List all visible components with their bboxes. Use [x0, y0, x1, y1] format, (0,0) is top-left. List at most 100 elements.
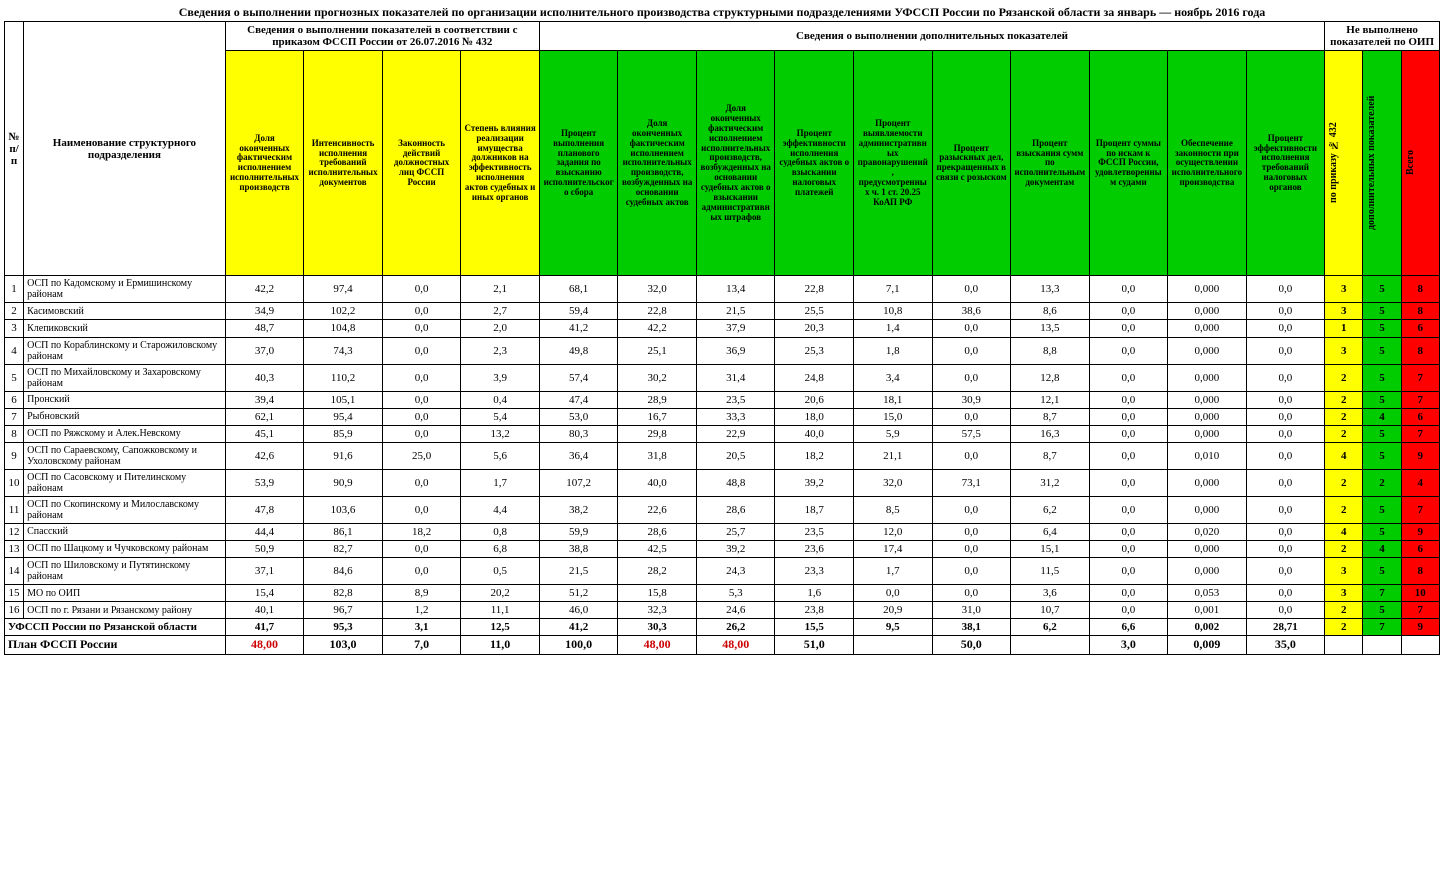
sum-cell: 9 [1401, 442, 1439, 469]
sum-cell: 2 [1325, 408, 1363, 425]
data-cell: 97,4 [304, 276, 383, 303]
data-cell: 84,6 [304, 558, 383, 585]
sum-cell: 2 [1325, 364, 1363, 391]
data-cell: 42,5 [618, 540, 697, 557]
data-cell: 3,9 [461, 364, 540, 391]
data-cell: 0,0 [1246, 337, 1325, 364]
sum-cell: 7 [1363, 585, 1401, 602]
row-name: Пронский [24, 391, 226, 408]
col-c8: Процент эффективности исполнения судебны… [775, 51, 854, 276]
data-cell: 33,3 [696, 408, 775, 425]
data-cell: 11,1 [461, 602, 540, 619]
col-c5: Процент выполнения планового задания по … [539, 51, 618, 276]
plan-row: План ФССП России48,00103,07,011,0100,048… [5, 636, 1440, 654]
sum-cell: 8 [1401, 303, 1439, 320]
data-cell: 107,2 [539, 469, 618, 496]
data-cell: 23,8 [775, 602, 854, 619]
data-cell: 6,8 [461, 540, 540, 557]
row-name: ОСП по Кораблинскому и Старожиловскому р… [24, 337, 226, 364]
sum-cell: 5 [1363, 496, 1401, 523]
data-cell: 31,8 [618, 442, 697, 469]
col-c11: Процент взыскания сумм по исполнительным… [1011, 51, 1090, 276]
data-cell: 51,0 [775, 636, 854, 654]
data-cell: 0,0 [932, 320, 1011, 337]
col-npp: № п/п [5, 22, 24, 276]
data-cell: 8,5 [854, 496, 933, 523]
data-cell: 0,009 [1168, 636, 1247, 654]
data-cell: 13,2 [461, 425, 540, 442]
data-cell: 11,5 [1011, 558, 1090, 585]
data-cell: 82,8 [304, 585, 383, 602]
data-cell: 0,000 [1168, 408, 1247, 425]
data-cell: 7,1 [854, 276, 933, 303]
data-cell: 74,3 [304, 337, 383, 364]
data-cell: 28,2 [618, 558, 697, 585]
data-cell: 0,0 [932, 540, 1011, 557]
data-cell: 21,1 [854, 442, 933, 469]
data-cell: 0,4 [461, 391, 540, 408]
data-cell: 0,0 [932, 585, 1011, 602]
sum-cell: 7 [1363, 619, 1401, 636]
data-cell: 42,6 [225, 442, 304, 469]
data-cell: 0,000 [1168, 558, 1247, 585]
data-cell: 28,9 [618, 391, 697, 408]
data-cell: 15,5 [775, 619, 854, 636]
data-cell: 39,4 [225, 391, 304, 408]
row-num: 3 [5, 320, 24, 337]
data-cell: 0,0 [1246, 276, 1325, 303]
data-cell: 5,3 [696, 585, 775, 602]
row-name: Клепиковский [24, 320, 226, 337]
data-cell: 47,8 [225, 496, 304, 523]
data-cell: 20,9 [854, 602, 933, 619]
data-cell [854, 636, 933, 654]
data-cell: 1,8 [854, 337, 933, 364]
row-name: ОСП по Сасовскому и Пителинскому районам [24, 469, 226, 496]
table-row: 2Касимовский34,9102,20,02,759,422,821,52… [5, 303, 1440, 320]
data-cell: 6,6 [1089, 619, 1168, 636]
row-name: ОСП по Скопинскому и Милославскому район… [24, 496, 226, 523]
sum-cell: 3 [1325, 276, 1363, 303]
row-num: 8 [5, 425, 24, 442]
row-name: ОСП по Кадомскому и Ермишинскому районам [24, 276, 226, 303]
data-cell: 23,6 [775, 540, 854, 557]
data-cell: 13,5 [1011, 320, 1090, 337]
data-cell: 0,0 [382, 425, 461, 442]
sum-cell: 7 [1401, 364, 1439, 391]
data-cell: 22,9 [696, 425, 775, 442]
data-cell: 62,1 [225, 408, 304, 425]
row-num: 1 [5, 276, 24, 303]
data-cell: 31,4 [696, 364, 775, 391]
summary-name: УФССП России по Рязанской области [5, 619, 226, 636]
data-cell: 29,8 [618, 425, 697, 442]
sum-cell: 5 [1363, 558, 1401, 585]
col-c1: Доля оконченных фактическим исполнением … [225, 51, 304, 276]
plan-name: План ФССП России [5, 636, 226, 654]
data-cell: 38,1 [932, 619, 1011, 636]
sum-cell: 6 [1401, 408, 1439, 425]
sum-cell: 9 [1401, 619, 1439, 636]
sum-cell: 2 [1325, 496, 1363, 523]
data-cell: 28,6 [618, 523, 697, 540]
data-cell: 20,3 [775, 320, 854, 337]
data-cell: 18,0 [775, 408, 854, 425]
data-cell: 25,1 [618, 337, 697, 364]
data-cell: 40,0 [618, 469, 697, 496]
data-cell: 6,4 [1011, 523, 1090, 540]
data-cell: 0,000 [1168, 337, 1247, 364]
data-cell: 53,9 [225, 469, 304, 496]
data-cell: 0,000 [1168, 391, 1247, 408]
row-num: 2 [5, 303, 24, 320]
table-row: 5ОСП по Михайловскому и Захаровскому рай… [5, 364, 1440, 391]
data-cell: 0,0 [1246, 585, 1325, 602]
table-row: 14ОСП по Шиловскому и Путятинскому район… [5, 558, 1440, 585]
sum-cell: 4 [1325, 523, 1363, 540]
data-cell: 2,7 [461, 303, 540, 320]
data-cell: 7,0 [382, 636, 461, 654]
data-cell: 41,2 [539, 320, 618, 337]
data-cell: 0,0 [1089, 469, 1168, 496]
row-name: ОСП по Сараевскому, Сапожковскому и Ухол… [24, 442, 226, 469]
sum-cell: 5 [1363, 602, 1401, 619]
data-cell: 0,000 [1168, 540, 1247, 557]
data-cell: 39,2 [775, 469, 854, 496]
sum-cell: 2 [1325, 602, 1363, 619]
